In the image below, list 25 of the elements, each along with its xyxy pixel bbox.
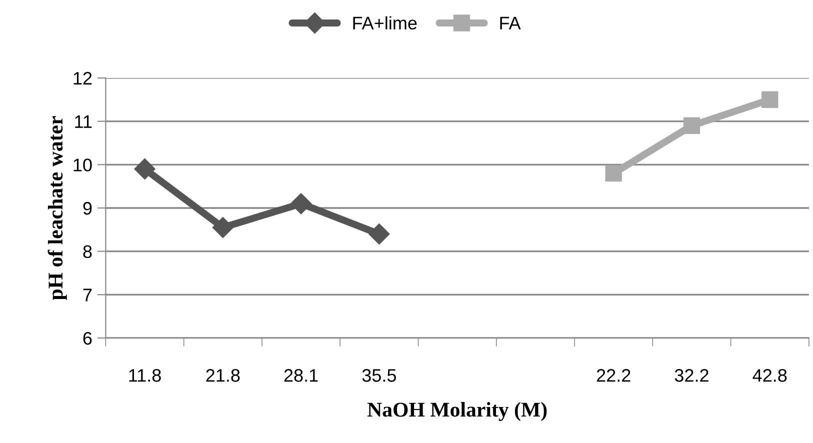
- point: [290, 193, 312, 214]
- point: [605, 164, 622, 182]
- y-axis-title: pH of leachate water: [48, 116, 67, 300]
- point: [683, 117, 700, 134]
- y-tick-label: 12: [74, 72, 92, 85]
- x-tick-label: 42.8: [752, 369, 787, 382]
- y-tick-label: 6: [83, 332, 92, 345]
- y-tick-label: 9: [83, 202, 92, 215]
- y-tick-label: 7: [83, 288, 92, 302]
- point: [368, 223, 390, 245]
- point: [134, 158, 156, 180]
- x-tick-label: 21.8: [206, 369, 240, 382]
- x-tick-label: 32.2: [674, 369, 708, 382]
- x-tick-label: 35.5: [362, 369, 396, 382]
- x-tick-label: 11.8: [129, 369, 161, 382]
- legend-label: FA+lime: [353, 16, 417, 30]
- y-tick-label: 8: [83, 245, 92, 258]
- y-tick-label: 10: [74, 158, 92, 172]
- x-tick-label: 22.2: [596, 369, 630, 382]
- legend-label: FA: [500, 16, 521, 30]
- point: [762, 91, 778, 108]
- y-tick-label: 11: [75, 115, 92, 128]
- x-tick-label: 28.1: [284, 369, 318, 382]
- point: [212, 216, 234, 238]
- x-axis-title: NaOH Molarity (M): [367, 402, 547, 422]
